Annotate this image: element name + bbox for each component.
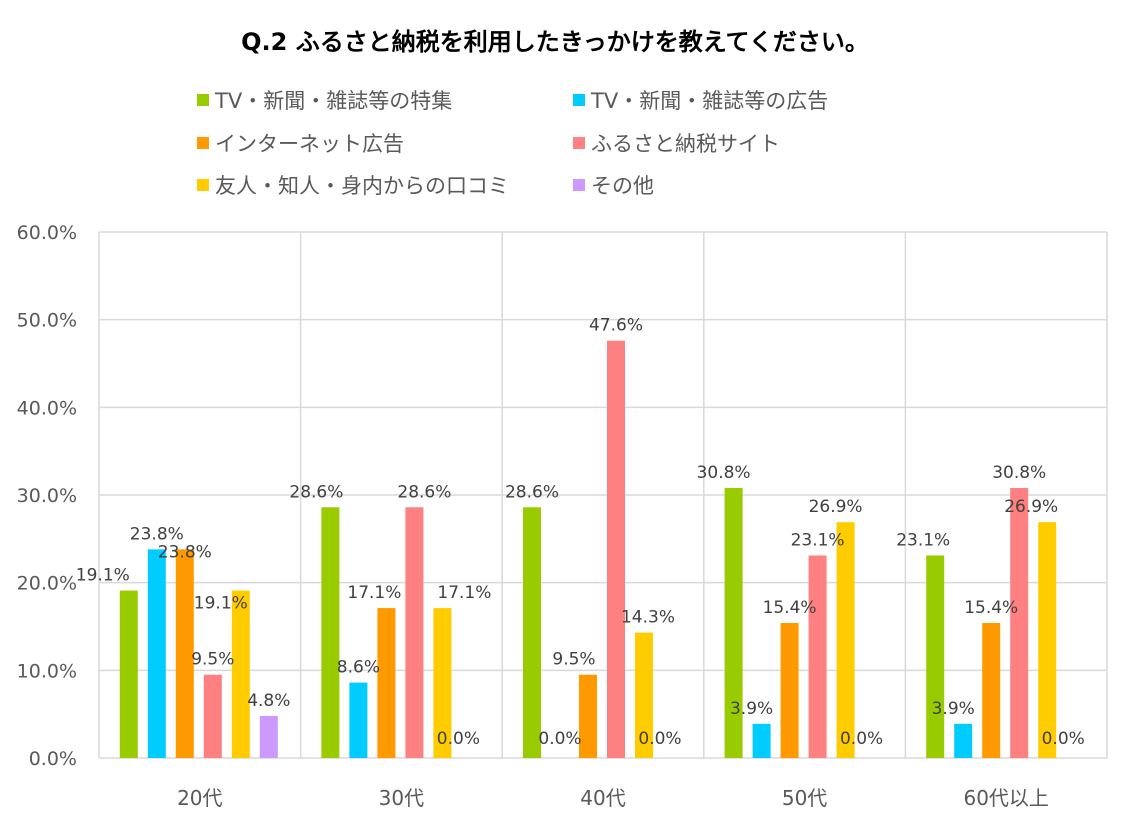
data-label: 26.9% [1004,497,1058,517]
legend-swatch [197,137,209,149]
bar [1038,522,1057,758]
legend-swatch [197,94,209,106]
legend-label: インターネット広告 [215,132,404,156]
bar [808,555,827,758]
legend-label: TV・新聞・雑誌等の広告 [590,89,828,113]
y-axis-labels: 0.0% 10.0% 20.0% 30.0% 40.0% 50.0% 60.0% [17,222,77,770]
data-label: 15.4% [763,598,817,618]
bar [433,608,452,758]
bar [175,549,194,758]
y-tick-label: 0.0% [29,748,77,770]
legend-swatch [573,179,585,191]
y-tick-label: 50.0% [17,310,77,332]
bar [635,632,653,758]
data-label: 0.0% [840,729,883,749]
data-label: 8.6% [337,658,380,678]
bar [954,723,973,758]
data-label: 0.0% [437,729,480,749]
legend-label: TV・新聞・雑誌等の特集 [214,89,452,113]
y-tick-label: 40.0% [17,397,77,419]
bar [377,608,396,758]
gridlines [98,231,1108,759]
bar [724,487,743,758]
data-label: 28.6% [397,482,451,502]
data-label: 23.8% [130,524,184,544]
bar [119,590,138,758]
y-tick-label: 20.0% [17,573,77,595]
y-tick-label: 10.0% [17,660,77,682]
x-axis-labels: 20代 30代 40代 50代 60代以上 [177,786,1049,810]
bar [607,340,625,758]
bar [231,590,250,758]
data-label: 14.3% [621,608,675,628]
bars [119,340,1057,758]
x-tick-label: 20代 [177,786,222,810]
x-tick-label: 40代 [580,786,625,810]
x-tick-label: 60代以上 [963,786,1048,810]
y-tick-label: 30.0% [17,485,77,507]
legend-label: 友人・知人・身内からの口コミ [215,174,509,198]
bar [259,715,278,758]
legend-swatch [573,94,585,106]
legend-label: ふるさと納税サイト [591,132,780,156]
data-label: 17.1% [437,583,491,603]
bar [203,674,222,758]
data-label: 47.6% [589,316,643,336]
data-label: 4.8% [247,691,290,711]
legend-label: その他 [591,174,654,198]
bar [321,507,340,758]
data-label: 23.1% [896,530,950,550]
bar [1010,487,1029,758]
data-label: 30.8% [697,463,751,483]
data-label: 9.5% [552,650,595,670]
data-label: 23.1% [791,530,845,550]
data-label: 9.5% [191,650,234,670]
bar [780,622,799,758]
data-label: 15.4% [964,598,1018,618]
data-labels: 19.1% 23.8%23.8% 9.5% 19.1% 4.8% 28.6% 8.6% 17.… [76,316,1085,749]
bar [147,549,166,758]
data-label: 19.1% [194,594,248,614]
data-label: 0.0% [638,729,681,749]
data-label: 0.0% [1042,729,1085,749]
data-label: 26.9% [809,497,863,517]
chart-title: Q.2 ふるさと納税を利用したきっかけを教えてください。 [241,28,869,56]
data-label: 3.9% [932,699,975,719]
bar [982,622,1001,758]
bar [752,723,771,758]
legend-swatch [197,179,209,191]
data-label: 19.1% [76,566,130,586]
x-tick-label: 50代 [782,786,827,810]
data-label: 3.9% [730,699,773,719]
y-tick-label: 60.0% [17,222,77,244]
legend-swatch [573,137,585,149]
bar [579,674,597,758]
bar [405,507,424,758]
data-label: 28.6% [505,482,559,502]
bar [926,555,945,758]
data-label: 0.0% [538,729,581,749]
bar [349,682,368,758]
data-label: 17.1% [347,583,401,603]
data-label: 28.6% [289,482,343,502]
data-label: 30.8% [992,463,1046,483]
bar [523,507,541,758]
bar [836,522,855,758]
x-tick-label: 30代 [379,786,424,810]
data-label: 23.8% [158,542,212,562]
